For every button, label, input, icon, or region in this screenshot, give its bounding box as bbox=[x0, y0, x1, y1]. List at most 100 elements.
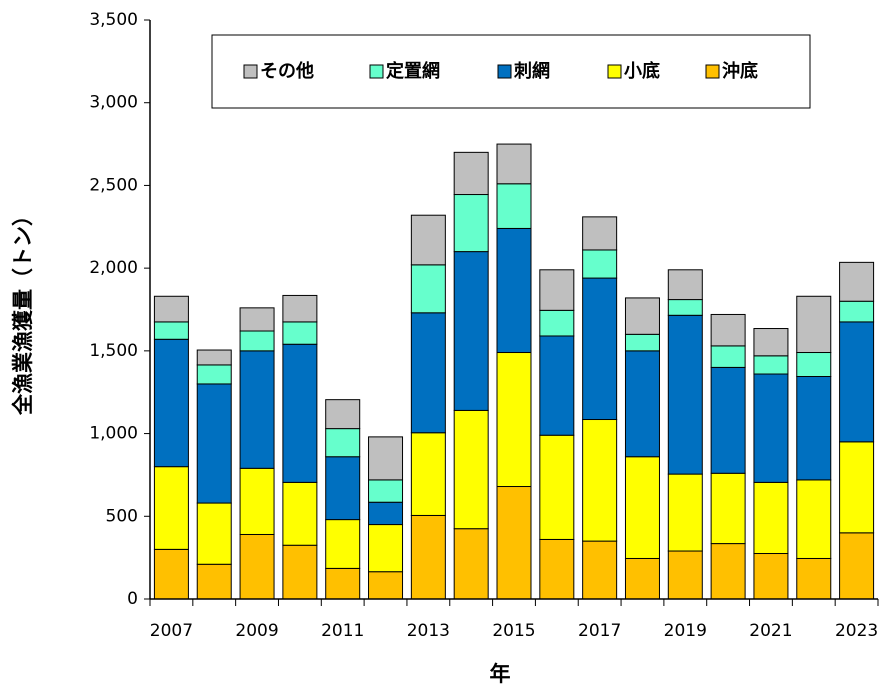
bar-segment bbox=[325, 456, 361, 521]
legend-label: 刺網 bbox=[514, 60, 550, 82]
bar-segment bbox=[282, 481, 318, 546]
y-axis-label: 全漁業漁獲量（トン） bbox=[11, 205, 35, 416]
y-tick-label: 3,000 bbox=[89, 93, 138, 113]
bar-segment bbox=[368, 571, 404, 600]
bar-segment bbox=[410, 432, 446, 516]
bar-segment bbox=[239, 307, 275, 332]
bar-segment bbox=[667, 299, 703, 316]
bar-segment bbox=[453, 151, 489, 196]
legend-label: 小底 bbox=[624, 60, 660, 82]
bar-segment bbox=[710, 543, 746, 600]
bar-segment bbox=[153, 466, 189, 550]
bar-segment bbox=[624, 297, 660, 335]
bar-segment bbox=[539, 269, 575, 311]
y-tick-label: 3,500 bbox=[89, 10, 138, 30]
x-axis-label: 年 bbox=[490, 662, 511, 686]
x-tick-label: 2023 bbox=[835, 621, 878, 641]
bar-segment bbox=[539, 335, 575, 436]
bar-segment bbox=[239, 533, 275, 600]
bar-segment bbox=[667, 550, 703, 600]
bar-segment bbox=[153, 295, 189, 323]
bar-segment bbox=[839, 300, 875, 323]
bar-segment bbox=[710, 366, 746, 474]
bar-segment bbox=[196, 383, 232, 504]
legend-swatch bbox=[369, 64, 384, 79]
bar-segment bbox=[282, 321, 318, 345]
x-tick-label: 2013 bbox=[407, 621, 450, 641]
bar-segment bbox=[796, 557, 832, 600]
legend-swatch bbox=[243, 64, 258, 79]
bar-segment bbox=[710, 345, 746, 368]
y-tick-label: 0 bbox=[127, 589, 138, 609]
bar-segment bbox=[453, 528, 489, 600]
bar-segment bbox=[753, 553, 789, 600]
x-tick-label: 2019 bbox=[664, 621, 707, 641]
bar-segment bbox=[453, 194, 489, 253]
bar-segment bbox=[196, 502, 232, 565]
bar-segment bbox=[796, 375, 832, 481]
bar-segment bbox=[325, 567, 361, 600]
bar-segment bbox=[539, 538, 575, 600]
bar-segment bbox=[496, 227, 532, 354]
legend-swatch bbox=[705, 64, 720, 79]
x-tick-label: 2015 bbox=[492, 621, 535, 641]
y-tick-label: 2,000 bbox=[89, 258, 138, 278]
bar-segment bbox=[282, 343, 318, 483]
x-tick-label: 2009 bbox=[235, 621, 278, 641]
bar-segment bbox=[667, 314, 703, 475]
legend-label: その他 bbox=[260, 60, 314, 82]
bar-segment bbox=[368, 501, 404, 526]
bar-segment bbox=[368, 524, 404, 573]
bar-segment bbox=[453, 409, 489, 530]
bar-segment bbox=[368, 436, 404, 481]
bar-segment bbox=[496, 352, 532, 488]
bar-segment bbox=[239, 350, 275, 469]
bar-segment bbox=[196, 349, 232, 366]
bar-segment bbox=[410, 214, 446, 266]
x-tick-label: 2011 bbox=[321, 621, 364, 641]
legend: その他 定置網 刺網 小底 沖底 bbox=[211, 34, 811, 109]
legend-swatch bbox=[497, 64, 512, 79]
bar-segment bbox=[796, 295, 832, 354]
bar-segment bbox=[624, 456, 660, 559]
bar-segment bbox=[624, 350, 660, 458]
bar-segment bbox=[839, 261, 875, 302]
bar-segment bbox=[239, 330, 275, 352]
bar-segment bbox=[325, 519, 361, 569]
bar-segment bbox=[325, 428, 361, 458]
bar-segment bbox=[839, 532, 875, 600]
y-tick-label: 500 bbox=[106, 506, 138, 526]
bar-segment bbox=[796, 352, 832, 377]
bar-segment bbox=[453, 251, 489, 411]
bar-segment bbox=[496, 486, 532, 600]
legend-swatch bbox=[607, 64, 622, 79]
bar-segment bbox=[196, 364, 232, 385]
bar-segment bbox=[710, 313, 746, 347]
bar-segment bbox=[539, 309, 575, 337]
bar-segment bbox=[582, 277, 618, 421]
bar-segment bbox=[753, 328, 789, 357]
y-tick-label: 2,500 bbox=[89, 175, 138, 195]
bar-segment bbox=[839, 441, 875, 534]
bar-segment bbox=[667, 473, 703, 552]
bar-segment bbox=[539, 434, 575, 540]
bar-segment bbox=[753, 373, 789, 483]
bar-segment bbox=[196, 563, 232, 600]
bar-segment bbox=[582, 419, 618, 542]
bar-segment bbox=[282, 544, 318, 600]
bar-segment bbox=[368, 479, 404, 503]
legend-label: 沖底 bbox=[722, 60, 758, 82]
bar-segment bbox=[153, 338, 189, 468]
x-tick-label: 2017 bbox=[578, 621, 621, 641]
bar-segment bbox=[282, 294, 318, 323]
bar-segment bbox=[496, 183, 532, 229]
bar-segment bbox=[667, 269, 703, 301]
bar-segment bbox=[582, 249, 618, 279]
bar-segment bbox=[753, 481, 789, 555]
bar-segment bbox=[753, 355, 789, 375]
bar-segment bbox=[496, 143, 532, 185]
bar-segment bbox=[410, 514, 446, 600]
bar-segment bbox=[624, 557, 660, 600]
